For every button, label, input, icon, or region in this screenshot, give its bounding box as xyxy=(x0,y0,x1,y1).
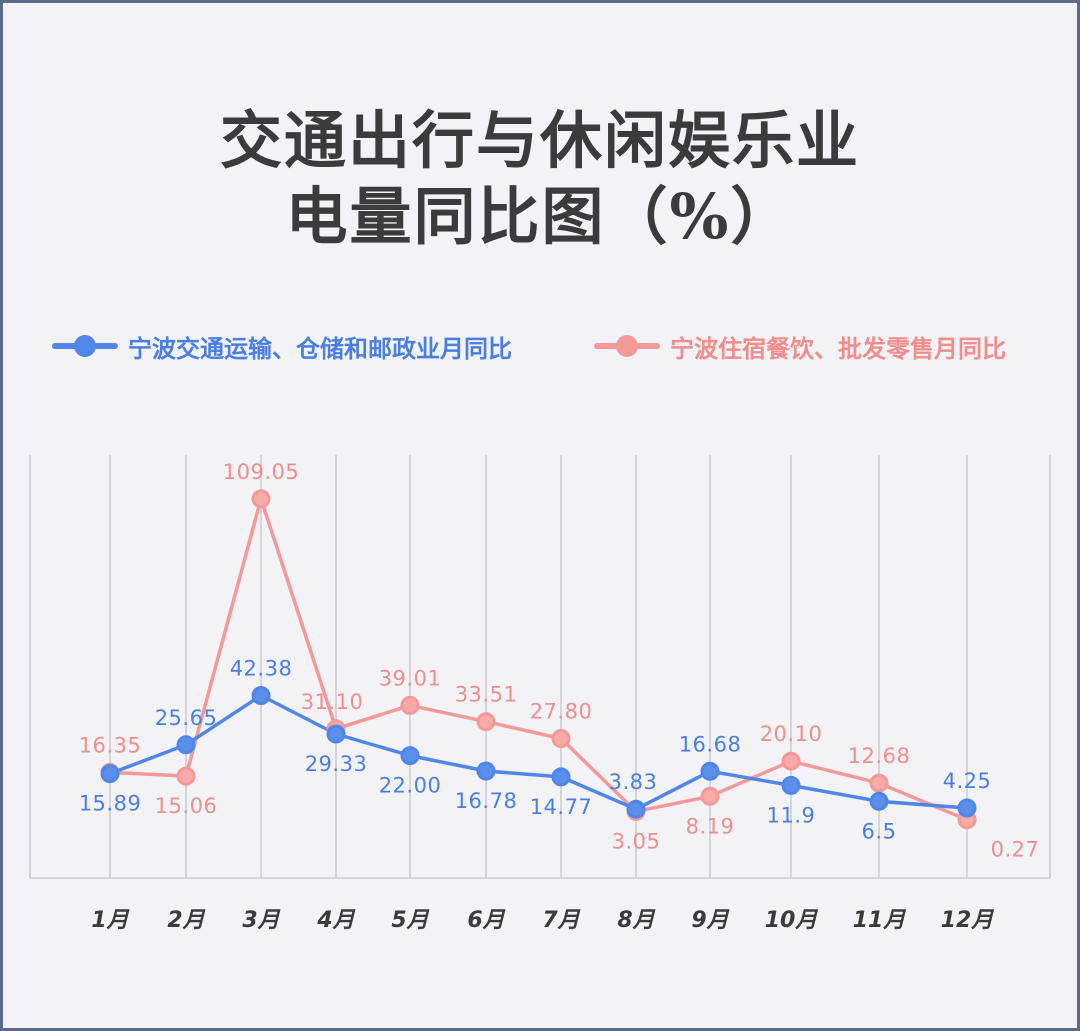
transport-point-1 xyxy=(100,764,120,784)
series-transport-line xyxy=(109,693,968,811)
transport-point-8 xyxy=(626,799,646,819)
x-tick-label-8: 8月 xyxy=(617,908,655,933)
hospitality-value-label-6: 33.51 xyxy=(455,683,518,707)
hospitality-value-label-3: 109.05 xyxy=(223,460,299,484)
hospitality-point-5 xyxy=(400,695,420,715)
transport-point-9 xyxy=(700,761,720,781)
hospitality-value-label-12: 0.27 xyxy=(991,838,1040,862)
transport-value-label-9: 16.68 xyxy=(679,732,742,756)
transport-point-5 xyxy=(400,746,420,766)
hospitality-point-3 xyxy=(251,489,271,509)
legend-label-transport: 宁波交通运输、仓储和邮政业月同比 xyxy=(128,334,512,363)
chart-title-line1: 交通出行与休闲娱乐业 xyxy=(219,104,860,177)
transport-value-label-7: 14.77 xyxy=(530,795,593,819)
hospitality-value-label-4: 31.10 xyxy=(301,690,364,714)
transport-value-label-10: 11.9 xyxy=(767,803,816,827)
x-tick-label-10: 10月 xyxy=(765,908,819,933)
legend-swatch-transport xyxy=(52,328,118,364)
transport-value-label-6: 16.78 xyxy=(455,789,518,813)
transport-value-label-11: 6.5 xyxy=(862,819,897,843)
x-tick-label-6: 6月 xyxy=(467,908,505,933)
x-tick-label-12: 12月 xyxy=(941,908,995,933)
transport-point-2 xyxy=(176,735,196,755)
series-hospitality-line xyxy=(109,497,968,822)
legend-item-transport: 宁波交通运输、仓储和邮政业月同比 xyxy=(52,328,512,364)
x-tick-label-4: 4月 xyxy=(316,908,355,933)
x-tick-label-7: 7月 xyxy=(542,908,580,933)
hospitality-point-6 xyxy=(476,712,496,732)
hospitality-value-label-5: 39.01 xyxy=(379,666,442,690)
hospitality-point-10 xyxy=(781,751,801,771)
transport-point-6 xyxy=(476,761,496,781)
legend-label-hospitality: 宁波住宿餐饮、批发零售月同比 xyxy=(670,334,1006,363)
transport-value-label-1: 15.89 xyxy=(79,792,142,816)
hospitality-point-11 xyxy=(869,773,889,793)
chart-title-line2: 电量同比图（%） xyxy=(285,180,795,253)
transport-value-label-4: 29.33 xyxy=(305,752,368,776)
hospitality-value-label-9: 8.19 xyxy=(686,814,735,838)
x-tick-label-11: 11月 xyxy=(853,908,907,933)
transport-point-7 xyxy=(551,767,571,787)
x-tick-label-3: 3月 xyxy=(242,908,280,933)
legend-swatch-hospitality xyxy=(594,328,660,364)
transport-point-11 xyxy=(869,791,889,811)
transport-point-12 xyxy=(957,798,977,818)
transport-point-10 xyxy=(781,775,801,795)
hospitality-point-2 xyxy=(176,766,196,786)
hospitality-value-label-8: 3.05 xyxy=(612,830,661,854)
transport-point-3 xyxy=(251,686,271,705)
hospitality-point-7 xyxy=(551,729,571,748)
transport-value-label-5: 22.00 xyxy=(379,774,442,798)
x-tick-label-9: 9月 xyxy=(691,908,729,933)
hospitality-point-9 xyxy=(700,786,720,806)
legend-item-hospitality: 宁波住宿餐饮、批发零售月同比 xyxy=(594,328,1006,364)
transport-value-label-8: 3.83 xyxy=(609,770,658,794)
hospitality-value-label-11: 12.68 xyxy=(848,744,911,768)
x-tick-label-2: 2月 xyxy=(167,908,205,933)
x-tick-label-1: 1月 xyxy=(91,908,129,933)
transport-value-label-2: 25.65 xyxy=(155,706,218,730)
transport-point-4 xyxy=(326,724,346,744)
x-tick-label-5: 5月 xyxy=(391,908,429,933)
hospitality-value-label-7: 27.80 xyxy=(530,700,593,724)
transport-value-label-3: 42.38 xyxy=(230,657,293,681)
hospitality-value-label-1: 16.35 xyxy=(79,733,142,757)
transport-value-label-12: 4.25 xyxy=(943,769,992,793)
hospitality-value-label-2: 15.06 xyxy=(155,794,218,818)
hospitality-value-label-10: 20.10 xyxy=(760,722,823,746)
